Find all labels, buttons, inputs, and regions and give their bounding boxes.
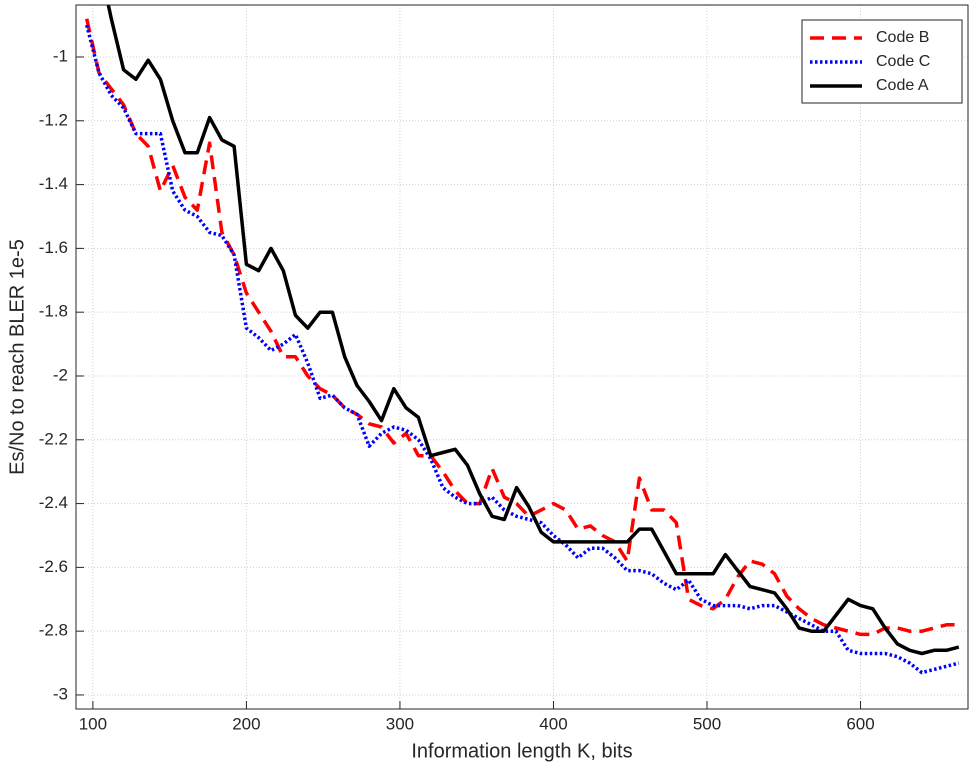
series-line	[106, 5, 960, 656]
plot-frame	[75, 4, 969, 710]
y-axis-label: Es/No to reach BLER 1e-5	[6, 239, 28, 475]
x-tick-label: 300	[386, 714, 414, 733]
y-tick-label: -1.8	[39, 302, 68, 321]
y-tick-label: -1	[53, 46, 68, 65]
y-tick-label: -2.8	[39, 621, 68, 640]
plot-area	[76, 5, 968, 709]
y-tick-label: -1.6	[39, 238, 68, 257]
x-tick-label: 600	[846, 714, 874, 733]
series-line	[85, 24, 960, 675]
legend-label: Code B	[876, 29, 929, 46]
y-tick-label: -1.2	[39, 110, 68, 129]
x-tick-label: 100	[79, 714, 107, 733]
x-axis-label: Information length K, bits	[411, 740, 632, 762]
y-tick-label: -2.4	[39, 493, 68, 512]
legend-label: Code C	[876, 53, 930, 70]
y-tick-label: -2.2	[39, 429, 68, 448]
y-tick-label: -3	[53, 684, 68, 703]
y-tick-label: -2	[53, 365, 68, 384]
x-tick-label: 500	[693, 714, 721, 733]
x-tick-label: 400	[539, 714, 567, 733]
y-tick-label: -2.6	[39, 557, 68, 576]
y-tick-label: -1.4	[39, 174, 68, 193]
x-tick-label: 200	[232, 714, 260, 733]
legend-box	[801, 19, 963, 104]
legend-label: Code A	[876, 77, 929, 94]
